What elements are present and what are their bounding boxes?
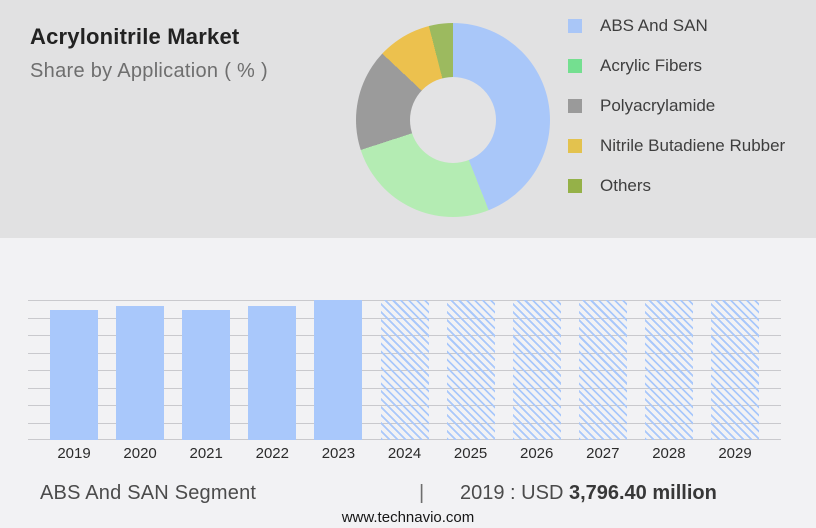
bar-2023 xyxy=(314,300,363,440)
x-axis-label: 2020 xyxy=(123,445,157,462)
bar-2027 xyxy=(578,300,627,440)
legend-item: Acrylic Fibers xyxy=(568,46,785,86)
page-title: Acrylonitrile Market xyxy=(30,24,240,49)
legend-marker xyxy=(568,99,582,113)
x-axis-label: 2026 xyxy=(520,445,554,462)
bar-2021 xyxy=(182,309,231,440)
legend-item: Nitrile Butadiene Rubber xyxy=(568,126,785,166)
title-block: Acrylonitrile Market Share by Applicatio… xyxy=(30,24,268,83)
legend-item: Polyacrylamide xyxy=(568,86,785,126)
x-axis-label: 2024 xyxy=(387,445,422,462)
bar-2026 xyxy=(512,300,561,440)
legend-marker xyxy=(568,139,582,153)
separator: | xyxy=(419,482,425,504)
x-axis-label: 2028 xyxy=(652,445,686,462)
bar-plot: 2019 2020 2021 2022 2023 2024 2025 2026 2027 2028… xyxy=(28,300,781,462)
website-url: www.technavio.com xyxy=(341,509,475,526)
legend-label: Polyacrylamide xyxy=(600,96,716,115)
segment-label: ABS And SAN Segment xyxy=(40,482,257,504)
legend-marker xyxy=(568,179,582,193)
x-axis-label: 2025 xyxy=(453,445,488,462)
x-axis-label: 2027 xyxy=(586,445,620,462)
bar-2025 xyxy=(446,300,495,440)
value-prefix: 2019 : USD xyxy=(460,482,564,504)
x-axis-label: 2019 xyxy=(57,445,91,462)
legend-label: Others xyxy=(600,176,652,195)
bar-2029 xyxy=(711,300,759,440)
legend: ABS And SAN Acrylic Fibers Polyacrylamide N… xyxy=(568,6,785,206)
bar-2020 xyxy=(116,305,165,440)
legend-item: ABS And SAN xyxy=(568,6,785,46)
value-label: 2019 : USD 3,796.40 million xyxy=(460,482,717,505)
bar-2019 xyxy=(50,309,98,440)
donut-hole xyxy=(410,77,496,163)
bar-2024 xyxy=(380,300,429,440)
donut-chart xyxy=(356,23,550,217)
value-amount: 3,796.40 million xyxy=(568,482,717,504)
x-axis-label: 2029 xyxy=(718,445,752,462)
x-axis-label: 2023 xyxy=(321,445,356,462)
bar-2028 xyxy=(644,300,693,440)
legend-label: Acrylic Fibers xyxy=(600,56,703,75)
x-axis-label: 2022 xyxy=(255,445,289,462)
legend-item: Others xyxy=(568,166,785,206)
legend-marker xyxy=(568,59,582,73)
page-subtitle: Share by Application ( % ) xyxy=(30,60,268,82)
legend-label: Nitrile Butadiene Rubber xyxy=(600,136,786,155)
bar-2022 xyxy=(248,305,297,440)
legend-marker xyxy=(568,19,582,33)
x-axis-label: 2021 xyxy=(189,445,223,462)
pie-section: Acrylonitrile Market Share by Applicatio… xyxy=(0,0,816,238)
footer-row: ABS And SAN Segment | 2019 : USD 3,796.4… xyxy=(0,482,816,508)
legend-label: ABS And SAN xyxy=(600,16,708,35)
bar-section: 2019 2020 2021 2022 2023 2024 2025 2026 2027 2028… xyxy=(0,238,816,528)
